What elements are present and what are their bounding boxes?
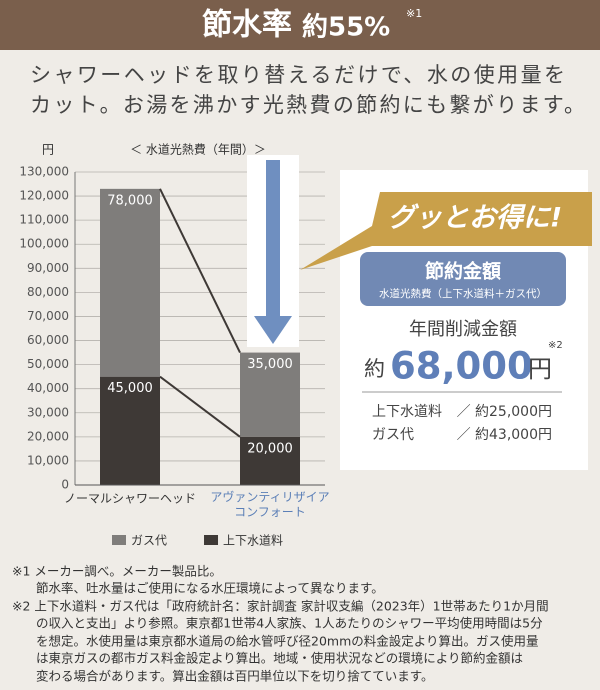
y-tick-label: 50,000 — [27, 357, 69, 371]
value-label: 20,000 — [247, 441, 293, 456]
bar-segment — [100, 376, 160, 485]
header-note: ※1 — [406, 7, 422, 20]
legend-swatch — [204, 535, 219, 545]
heading-box — [360, 252, 566, 306]
y-tick-label: 90,000 — [27, 261, 69, 275]
arrow-shaft — [266, 160, 280, 318]
y-tick-label: 0 — [61, 478, 69, 492]
y-tick-label: 100,000 — [19, 237, 69, 251]
header-title: 節水率 — [202, 8, 292, 43]
bar-segment — [240, 352, 300, 437]
y-tick-label: 80,000 — [27, 285, 69, 299]
y-tick-label: 120,000 — [19, 189, 69, 203]
lead-line: シャワーヘッドを取り替えるだけで、水の使用量を — [30, 63, 565, 87]
chart: 0 10,000 20,000 30,000 40,000 50,000 60,000 70,… — [19, 155, 325, 548]
footnote: の収入と支出」より参照。東京都1世帯4人家族、1人あたりのシャワー平均使用時間は… — [36, 616, 543, 631]
footnotes: ※1 メーカー調べ。メーカー製品比。節水率、吐水量はご使用になる水圧環境によって… — [12, 564, 549, 684]
connector — [159, 188, 241, 354]
x-tick-label: アヴァンティリザイア コンフォート — [210, 490, 330, 519]
footnote: 節水率、吐水量はご使用になる水圧環境によって異なります。 — [36, 581, 384, 596]
amount-prefix: 約 — [364, 357, 385, 381]
bar-segment — [240, 436, 300, 485]
y-tick-label: 60,000 — [27, 333, 69, 347]
value-label: 45,000 — [107, 381, 153, 396]
lead-line: カット。お湯を沸かす光熱費の節約にも繋がります。 — [30, 93, 585, 117]
savings-subheading: 水道光熱費（上下水道料＋ガス代） — [379, 287, 547, 300]
chart-subtitle: ＜ 水道光熱費（年間）＞ — [130, 142, 266, 157]
savings-heading: 節約金額 — [425, 260, 501, 283]
footnote: を想定。水使用量は東京都水道局の給水管呼び径20mmの料金設定より算出。ガス使用… — [36, 634, 539, 649]
y-tick-label: 10,000 — [27, 453, 69, 467]
legend-swatch — [112, 535, 126, 545]
breakdown-label: ガス代 — [372, 427, 414, 443]
savings-label: 年間削減金額 — [409, 319, 517, 340]
amount-note: ※2 — [548, 340, 563, 351]
bar-segment — [100, 188, 160, 377]
y-tick-label: 40,000 — [27, 381, 69, 395]
y-unit: 円 — [42, 143, 54, 157]
amount: 68,000 — [390, 345, 533, 388]
footnote: ※2 上下水道料・ガス代は「政府統計名：家計調査 家計収支編（2023年）1世帯… — [12, 599, 549, 614]
header-rate: 約55% — [302, 12, 390, 43]
y-tick-label: 70,000 — [27, 309, 69, 323]
y-tick-label: 110,000 — [19, 213, 69, 227]
footnote: は東京ガスの都市ガス料金設定より算出。地域・使用状況などの環境により節約金額は — [36, 651, 523, 666]
arrow-head — [254, 316, 292, 344]
breakdown-label: 上下水道料 — [372, 404, 442, 420]
header-bar — [0, 0, 600, 50]
legend-label: 上下水道料 — [223, 534, 283, 548]
value-label: 35,000 — [247, 357, 293, 372]
banner-shape — [300, 192, 592, 270]
breakdown-value: ／ 約25,000円 — [457, 404, 552, 420]
x-tick-label: ノーマルシャワーヘッド — [64, 492, 196, 506]
breakdown-value: ／ 約43,000円 — [457, 427, 552, 443]
banner-text: グッとお得に! — [388, 203, 562, 234]
connector — [159, 375, 241, 438]
value-label: 78,000 — [107, 193, 153, 208]
y-tick-label: 20,000 — [27, 429, 69, 443]
y-tick-label: 30,000 — [27, 405, 69, 419]
y-tick-label: 130,000 — [19, 165, 69, 179]
amount-unit: 円 — [528, 355, 552, 383]
footnote: 変わる場合があります。算出金額は百円単位以下を切り捨てています。 — [36, 669, 434, 684]
legend-label: ガス代 — [131, 534, 167, 548]
footnote: ※1 メーカー調べ。メーカー製品比。 — [12, 564, 222, 579]
